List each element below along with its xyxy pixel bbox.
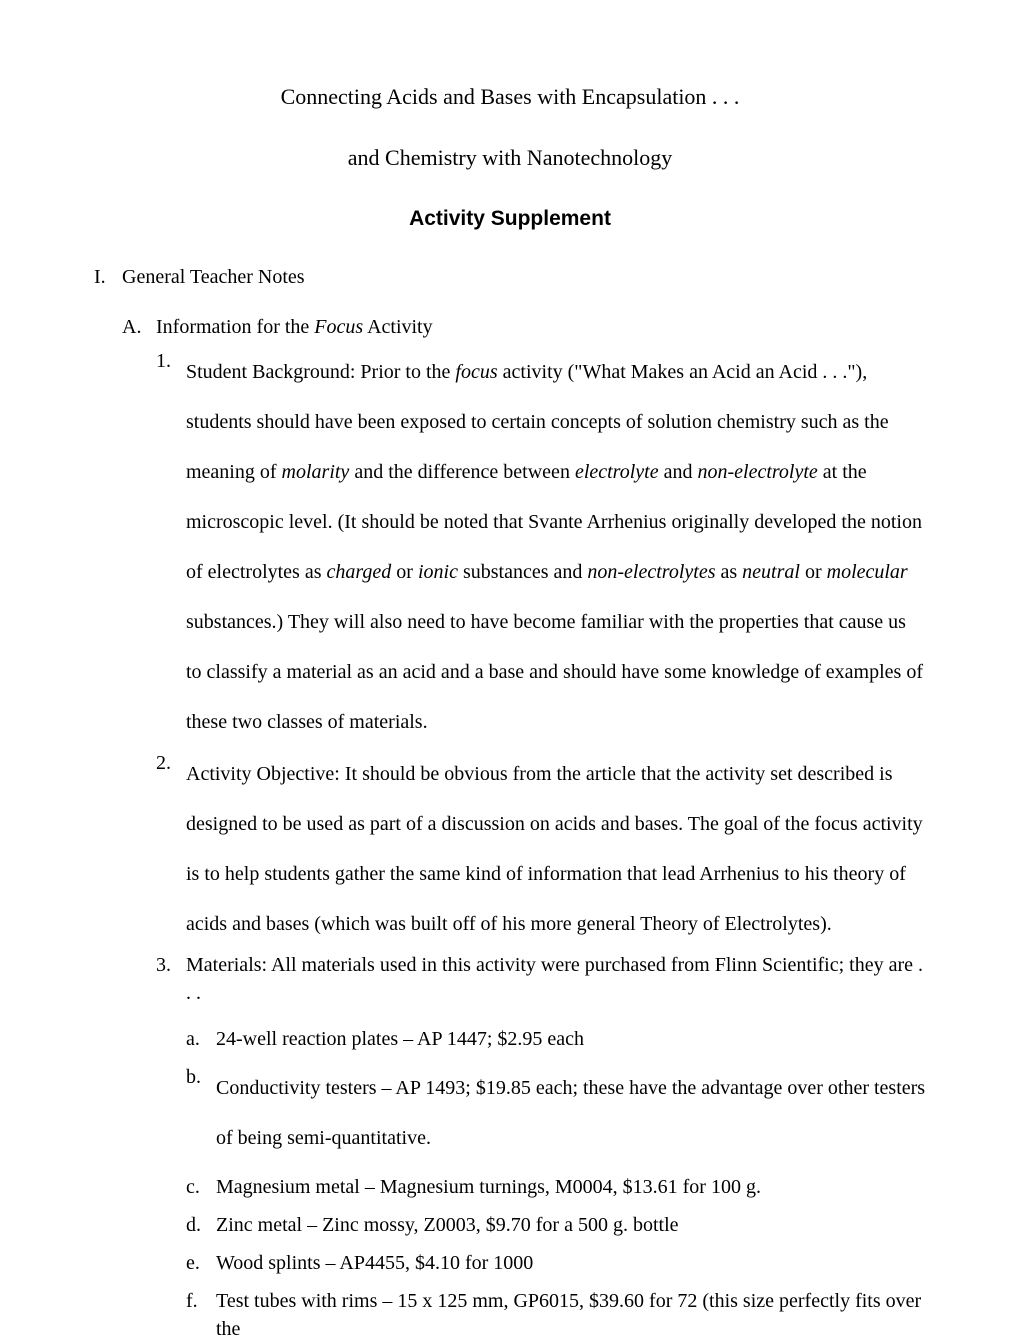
item-3a: a. 24-well reaction plates – AP 1447; $2… — [186, 1025, 926, 1053]
item-1: 1. Student Background: Prior to the focu… — [156, 347, 926, 747]
item-1-p3: molarity — [282, 461, 350, 483]
item-1-p4: and the difference between — [349, 461, 575, 483]
item-3f-body: Test tubes with rims – 15 x 125 mm, GP60… — [216, 1287, 926, 1343]
section-1-numeral: I. — [94, 263, 122, 291]
item-3c-body: Magnesium metal – Magnesium turnings, M0… — [216, 1173, 926, 1201]
item-3b-body: Conductivity testers – AP 1493; $19.85 e… — [216, 1063, 926, 1163]
subsection-a: A. Information for the Focus Activity — [122, 313, 926, 341]
item-1-p5: electrolyte — [575, 461, 659, 483]
item-3-body: Materials: All materials used in this ac… — [186, 951, 926, 1007]
item-3f: f. Test tubes with rims – 15 x 125 mm, G… — [186, 1287, 926, 1343]
item-1-p15: neutral — [742, 561, 800, 583]
item-2: 2. Activity Objective: It should be obvi… — [156, 749, 926, 949]
item-1-p13: non-electrolytes — [587, 561, 715, 583]
item-1-p9: charged — [327, 561, 392, 583]
title-line-1: Connecting Acids and Bases with Encapsul… — [94, 82, 926, 113]
item-1-p10: or — [391, 561, 418, 583]
item-1-p18: substances.) They will also need to have… — [186, 611, 923, 733]
item-1-body: Student Background: Prior to the focus a… — [186, 347, 926, 747]
item-1-p7: non-electrolyte — [697, 461, 817, 483]
item-3d: d. Zinc metal – Zinc mossy, Z0003, $9.70… — [186, 1211, 926, 1239]
subsection-a-post: Activity — [363, 316, 432, 338]
item-3e-letter: e. — [186, 1249, 216, 1277]
item-1-p16: or — [800, 561, 827, 583]
item-3e-body: Wood splints – AP4455, $4.10 for 1000 — [216, 1249, 926, 1277]
item-1-p11: ionic — [418, 561, 458, 583]
subsection-a-letter: A. — [122, 313, 156, 341]
item-3c: c. Magnesium metal – Magnesium turnings,… — [186, 1173, 926, 1201]
item-1-p1: focus — [455, 361, 497, 383]
item-3b-letter: b. — [186, 1063, 216, 1163]
item-2-num: 2. — [156, 749, 186, 949]
item-3e: e. Wood splints – AP4455, $4.10 for 1000 — [186, 1249, 926, 1277]
section-1-heading: General Teacher Notes — [122, 263, 305, 291]
item-3c-letter: c. — [186, 1173, 216, 1201]
item-3-num: 3. — [156, 951, 186, 1025]
section-1: I. General Teacher Notes — [94, 263, 926, 291]
item-2-body: Activity Objective: It should be obvious… — [186, 749, 926, 949]
item-3d-letter: d. — [186, 1211, 216, 1239]
item-3b: b. Conductivity testers – AP 1493; $19.8… — [186, 1063, 926, 1163]
item-1-p14: as — [716, 561, 743, 583]
item-3a-letter: a. — [186, 1025, 216, 1053]
item-3f-letter: f. — [186, 1287, 216, 1343]
item-1-p6: and — [659, 461, 698, 483]
item-3a-body: 24-well reaction plates – AP 1447; $2.95… — [216, 1025, 926, 1053]
title-line-2: and Chemistry with Nanotechnology — [94, 143, 926, 174]
subsection-a-pre: Information for the — [156, 316, 314, 338]
item-1-p17: molecular — [827, 561, 908, 583]
item-1-p12: substances and — [458, 561, 587, 583]
item-1-num: 1. — [156, 347, 186, 747]
subsection-a-heading: Information for the Focus Activity — [156, 313, 433, 341]
item-3: 3. Materials: All materials used in this… — [156, 951, 926, 1025]
item-1-p0: Student Background: Prior to the — [186, 361, 455, 383]
subsection-a-ital: Focus — [314, 316, 363, 338]
item-3d-body: Zinc metal – Zinc mossy, Z0003, $9.70 fo… — [216, 1211, 926, 1239]
activity-supplement-heading: Activity Supplement — [94, 204, 926, 233]
